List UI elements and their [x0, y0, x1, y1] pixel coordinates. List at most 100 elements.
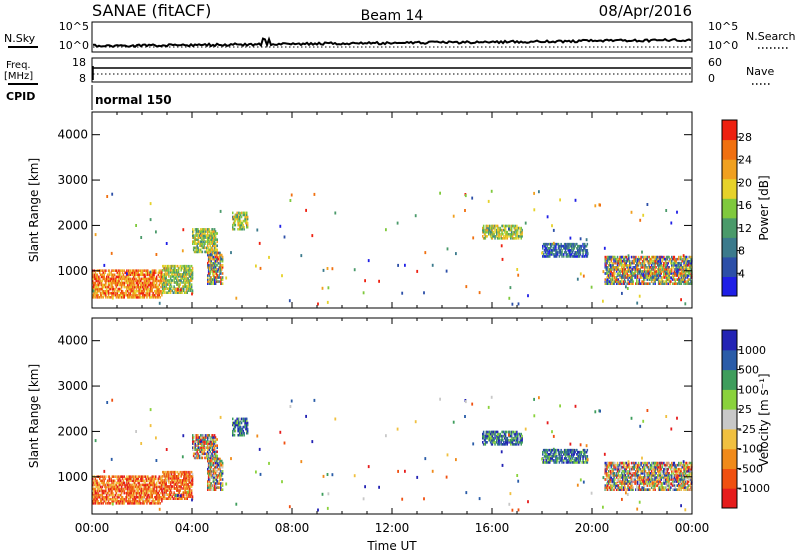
heatmap-cell	[501, 229, 503, 232]
heatmap-cell	[150, 271, 152, 274]
heatmap-cell	[222, 488, 224, 491]
heatmap-cell	[192, 495, 194, 498]
cpid-value: normal 150	[95, 93, 172, 107]
heatmap-cell	[552, 243, 554, 246]
heatmap-cell	[683, 254, 685, 257]
heatmap-cell	[512, 303, 514, 306]
heatmap-cell	[246, 418, 248, 421]
sky-right-label: N.Search	[746, 30, 796, 43]
heatmap-cell	[172, 279, 174, 282]
heatmap-cell	[187, 265, 189, 268]
heatmap-cell	[570, 237, 572, 240]
heatmap-cell	[268, 256, 270, 259]
heatmap-cell	[222, 482, 224, 485]
heatmap-cell	[234, 434, 236, 437]
heatmap-cell	[509, 431, 511, 434]
heatmap-cell	[140, 296, 142, 299]
heatmap-cell	[639, 219, 641, 222]
heatmap-cell	[488, 200, 490, 203]
heatmap-cell	[114, 274, 116, 277]
colorbar-swatch	[722, 276, 737, 296]
heatmap-cell	[138, 274, 140, 277]
heatmap-cell	[232, 418, 234, 421]
heatmap-cell	[210, 253, 212, 256]
heatmap-cell	[235, 224, 237, 227]
heatmap-cell	[182, 249, 184, 252]
heatmap-cell	[516, 268, 518, 271]
heatmap-cell	[594, 204, 596, 207]
heatmap-cell	[517, 274, 519, 277]
heatmap-cell	[135, 224, 137, 227]
heatmap-cell	[508, 439, 510, 442]
heatmap-cell	[187, 471, 189, 474]
heatmap-cell	[291, 194, 293, 197]
heatmap-cell	[217, 455, 219, 458]
sky-noise-trace	[93, 39, 691, 47]
heatmap-cell	[647, 256, 649, 259]
heatmap-cell	[155, 269, 157, 272]
sky-right-tick-bottom: 10^0	[708, 39, 738, 52]
heatmap-cell	[115, 498, 117, 501]
heatmap-cell	[222, 478, 224, 481]
colorbar-tick-label: 20	[738, 176, 752, 189]
heatmap-cell	[423, 291, 425, 294]
heatmap-cell	[538, 190, 540, 193]
heatmap-cell	[247, 216, 249, 219]
heatmap-cell	[202, 457, 204, 460]
nave-tick-bottom: 0	[708, 72, 715, 85]
heatmap-cell	[175, 265, 177, 268]
heatmap-cell	[150, 202, 152, 205]
heatmap-cell	[155, 475, 157, 478]
heatmap-cell	[239, 212, 241, 215]
heatmap-cell	[655, 266, 657, 269]
heatmap-cell	[404, 264, 406, 267]
heatmap-cell	[617, 273, 619, 276]
heatmap-cell	[222, 256, 224, 259]
heatmap-cell	[247, 222, 249, 225]
heatmap-cell	[424, 251, 426, 254]
heatmap-cell	[628, 254, 630, 257]
heatmap-cell	[553, 229, 555, 232]
heatmap-cell	[506, 431, 508, 434]
heatmap-cell	[175, 288, 177, 291]
power-heatmap-cells	[92, 190, 693, 306]
heatmap-cell	[111, 193, 113, 196]
heatmap-cell	[220, 210, 222, 213]
heatmap-cell	[186, 471, 188, 474]
heatmap-cell	[177, 288, 179, 291]
heatmap-cell	[142, 269, 144, 272]
heatmap-cell	[155, 502, 157, 505]
heatmap-cell	[222, 276, 224, 279]
freq-label-line1: Freq.	[6, 60, 31, 71]
heatmap-cell	[204, 453, 206, 456]
heatmap-cell	[510, 286, 512, 289]
heatmap-cell	[217, 438, 219, 441]
heatmap-cell	[599, 204, 601, 207]
heatmap-cell	[625, 280, 627, 283]
heatmap-cell	[557, 457, 559, 460]
colorbar-swatch	[722, 198, 737, 218]
heatmap-cell	[577, 278, 579, 281]
heatmap-cell	[604, 247, 606, 250]
heatmap-cell	[279, 225, 281, 228]
heatmap-cell	[397, 222, 399, 225]
power-colorbar-label: Power [dB]	[757, 175, 771, 240]
heatmap-cell	[189, 471, 191, 474]
heatmap-cell	[486, 235, 488, 238]
heatmap-cell	[93, 289, 95, 292]
colorbar-tick-label: 24	[738, 154, 752, 167]
heatmap-cell	[241, 216, 243, 219]
colorbar-swatch	[722, 218, 737, 238]
heatmap-cell	[657, 256, 659, 259]
heatmap-cell	[182, 228, 184, 231]
heatmap-cell	[681, 256, 683, 259]
heatmap-cell	[134, 284, 136, 287]
heatmap-cell	[246, 212, 248, 215]
heatmap-cell	[243, 226, 245, 229]
heatmap-cell	[354, 268, 356, 271]
heatmap-cell	[479, 291, 481, 294]
heatmap-cell	[621, 292, 623, 295]
